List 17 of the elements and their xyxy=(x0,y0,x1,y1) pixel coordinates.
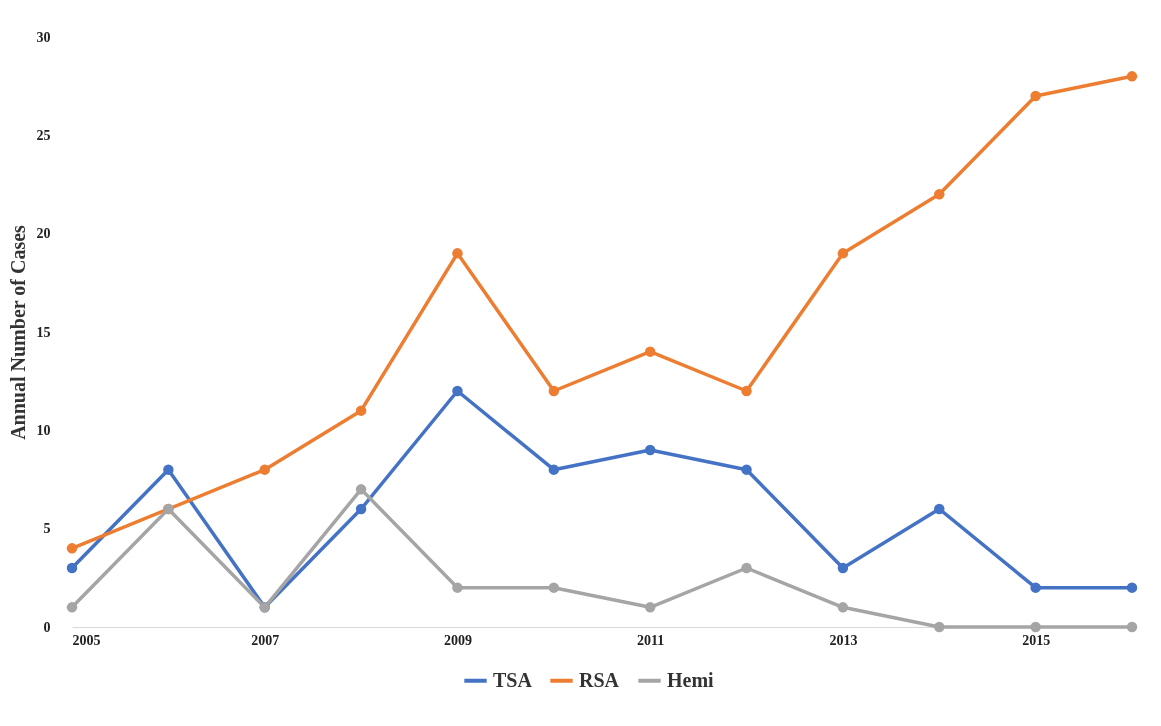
y-tick-label: 25 xyxy=(36,127,51,143)
x-tick-label: 2009 xyxy=(443,632,472,648)
legend-label: TSA xyxy=(493,668,533,691)
x-tick-label: 2015 xyxy=(1022,632,1051,648)
y-axis-title: Annual Number of Cases xyxy=(6,224,29,440)
y-tick-label: 0 xyxy=(43,619,51,635)
x-tick-label: 2005 xyxy=(72,632,101,648)
x-tick-label: 2013 xyxy=(829,632,858,648)
x-tick-label: 2007 xyxy=(251,632,280,648)
y-tick-label: 5 xyxy=(43,521,51,537)
legend-label: RSA xyxy=(579,668,620,691)
y-tick-label: 15 xyxy=(36,324,51,340)
y-tick-label: 20 xyxy=(36,226,51,242)
y-tick-label: 10 xyxy=(36,422,51,438)
y-tick-label: 30 xyxy=(36,29,51,45)
legend-label: Hemi xyxy=(667,668,715,691)
x-tick-label: 2011 xyxy=(637,632,665,648)
